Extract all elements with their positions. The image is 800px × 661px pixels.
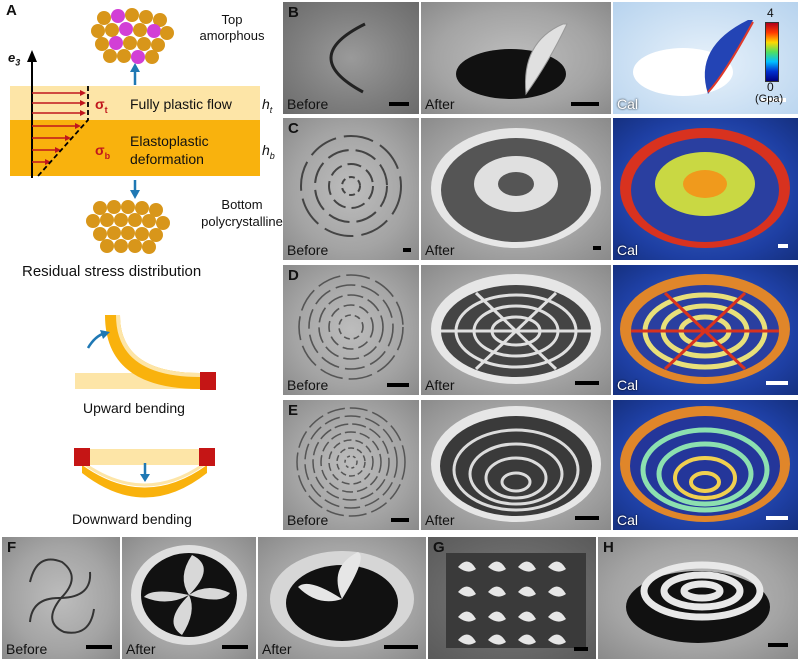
scale-bar: [761, 98, 786, 102]
after-label: After: [425, 96, 455, 112]
panel-b-cal-image: Cal 4 0 (Gpa): [613, 2, 798, 114]
panel-h-image: H: [598, 537, 798, 659]
scale-bar: [403, 248, 411, 252]
upward-bending-diagram: [75, 315, 216, 390]
scale-bar: [222, 645, 248, 649]
scale-bar: [389, 102, 409, 106]
panel-label-e: E: [288, 402, 299, 419]
hb-label: hb: [262, 142, 275, 161]
cal-label: Cal: [617, 377, 639, 393]
scale-bar: [384, 645, 418, 649]
sigma-b-label: σb: [95, 142, 111, 161]
before-label: Before: [6, 641, 48, 657]
before-label: Before: [287, 96, 329, 112]
colorbar-max: 4: [767, 6, 774, 20]
scale-bar: [766, 516, 788, 520]
after-label: After: [425, 377, 455, 393]
axis-e3-label: e3: [8, 50, 21, 68]
amorphous-atoms: [91, 8, 174, 64]
scale-bar: [575, 516, 599, 520]
colorbar-unit: (Gpa): [755, 93, 784, 105]
panel-label-g: G: [433, 539, 445, 556]
elastoplastic-label: Elastoplastic deformation: [130, 133, 209, 167]
downward-bending-diagram: [74, 448, 215, 498]
top-amorphous-label: Top amorphous: [199, 12, 265, 43]
panel-label-b: B: [288, 4, 299, 21]
panel-a-schematic: [10, 8, 260, 498]
panel-d-after-image: After: [421, 265, 611, 395]
after-label: After: [425, 512, 455, 528]
panel-d-cal-image: Cal: [613, 265, 798, 395]
polycrystalline-atoms: [86, 200, 170, 254]
cal-label: Cal: [617, 242, 639, 258]
scale-bar: [571, 102, 599, 106]
scale-bar: [593, 246, 601, 250]
cal-label: Cal: [617, 96, 639, 112]
after-label: After: [262, 641, 292, 657]
colorbar-min: 0: [767, 80, 774, 94]
panel-e-before-image: E Before: [283, 400, 419, 530]
panel-b-after-image: After: [421, 2, 611, 114]
panel-f-before-image: F Before: [2, 537, 120, 659]
after-label: After: [126, 641, 156, 657]
scale-bar: [86, 645, 112, 649]
upward-bending-label: Upward bending: [83, 400, 185, 416]
before-label: Before: [287, 377, 329, 393]
panel-d-before-image: D Before: [283, 265, 419, 395]
fully-plastic-flow-label: Fully plastic flow: [130, 96, 232, 112]
panel-label-h: H: [603, 539, 614, 556]
panel-label-c: C: [288, 120, 299, 137]
ht-label: ht: [262, 96, 273, 115]
scale-bar: [574, 647, 588, 651]
panel-b-before-image: B Before: [283, 2, 419, 114]
panel-g-image: G: [428, 537, 596, 659]
panel-c-cal-image: Cal: [613, 118, 798, 260]
before-label: Before: [287, 512, 329, 528]
scale-bar: [387, 383, 409, 387]
colorbar: [765, 22, 779, 82]
panel-e-cal-image: Cal: [613, 400, 798, 530]
panel-label-f: F: [7, 539, 17, 556]
scale-bar: [575, 381, 599, 385]
after-label: After: [425, 242, 455, 258]
bottom-polycrystalline-label: Bottom polycrystalline: [201, 197, 283, 229]
panel-label-d: D: [288, 267, 299, 284]
panel-c-after-image: After: [421, 118, 611, 260]
scale-bar: [391, 518, 409, 522]
panel-f-after-image-1: After: [122, 537, 256, 659]
panel-c-before-image: C Before: [283, 118, 419, 260]
before-label: Before: [287, 242, 329, 258]
cal-label: Cal: [617, 512, 639, 528]
downward-bending-label: Downward bending: [72, 511, 192, 527]
panel-label-a: A: [6, 2, 17, 19]
scale-bar: [778, 244, 788, 248]
scale-bar: [766, 381, 788, 385]
panel-e-after-image: After: [421, 400, 611, 530]
sigma-t-label: σt: [95, 96, 108, 115]
panel-f-after-image-2: After: [258, 537, 426, 659]
residual-stress-caption: Residual stress distribution: [22, 263, 202, 280]
scale-bar: [768, 643, 788, 647]
